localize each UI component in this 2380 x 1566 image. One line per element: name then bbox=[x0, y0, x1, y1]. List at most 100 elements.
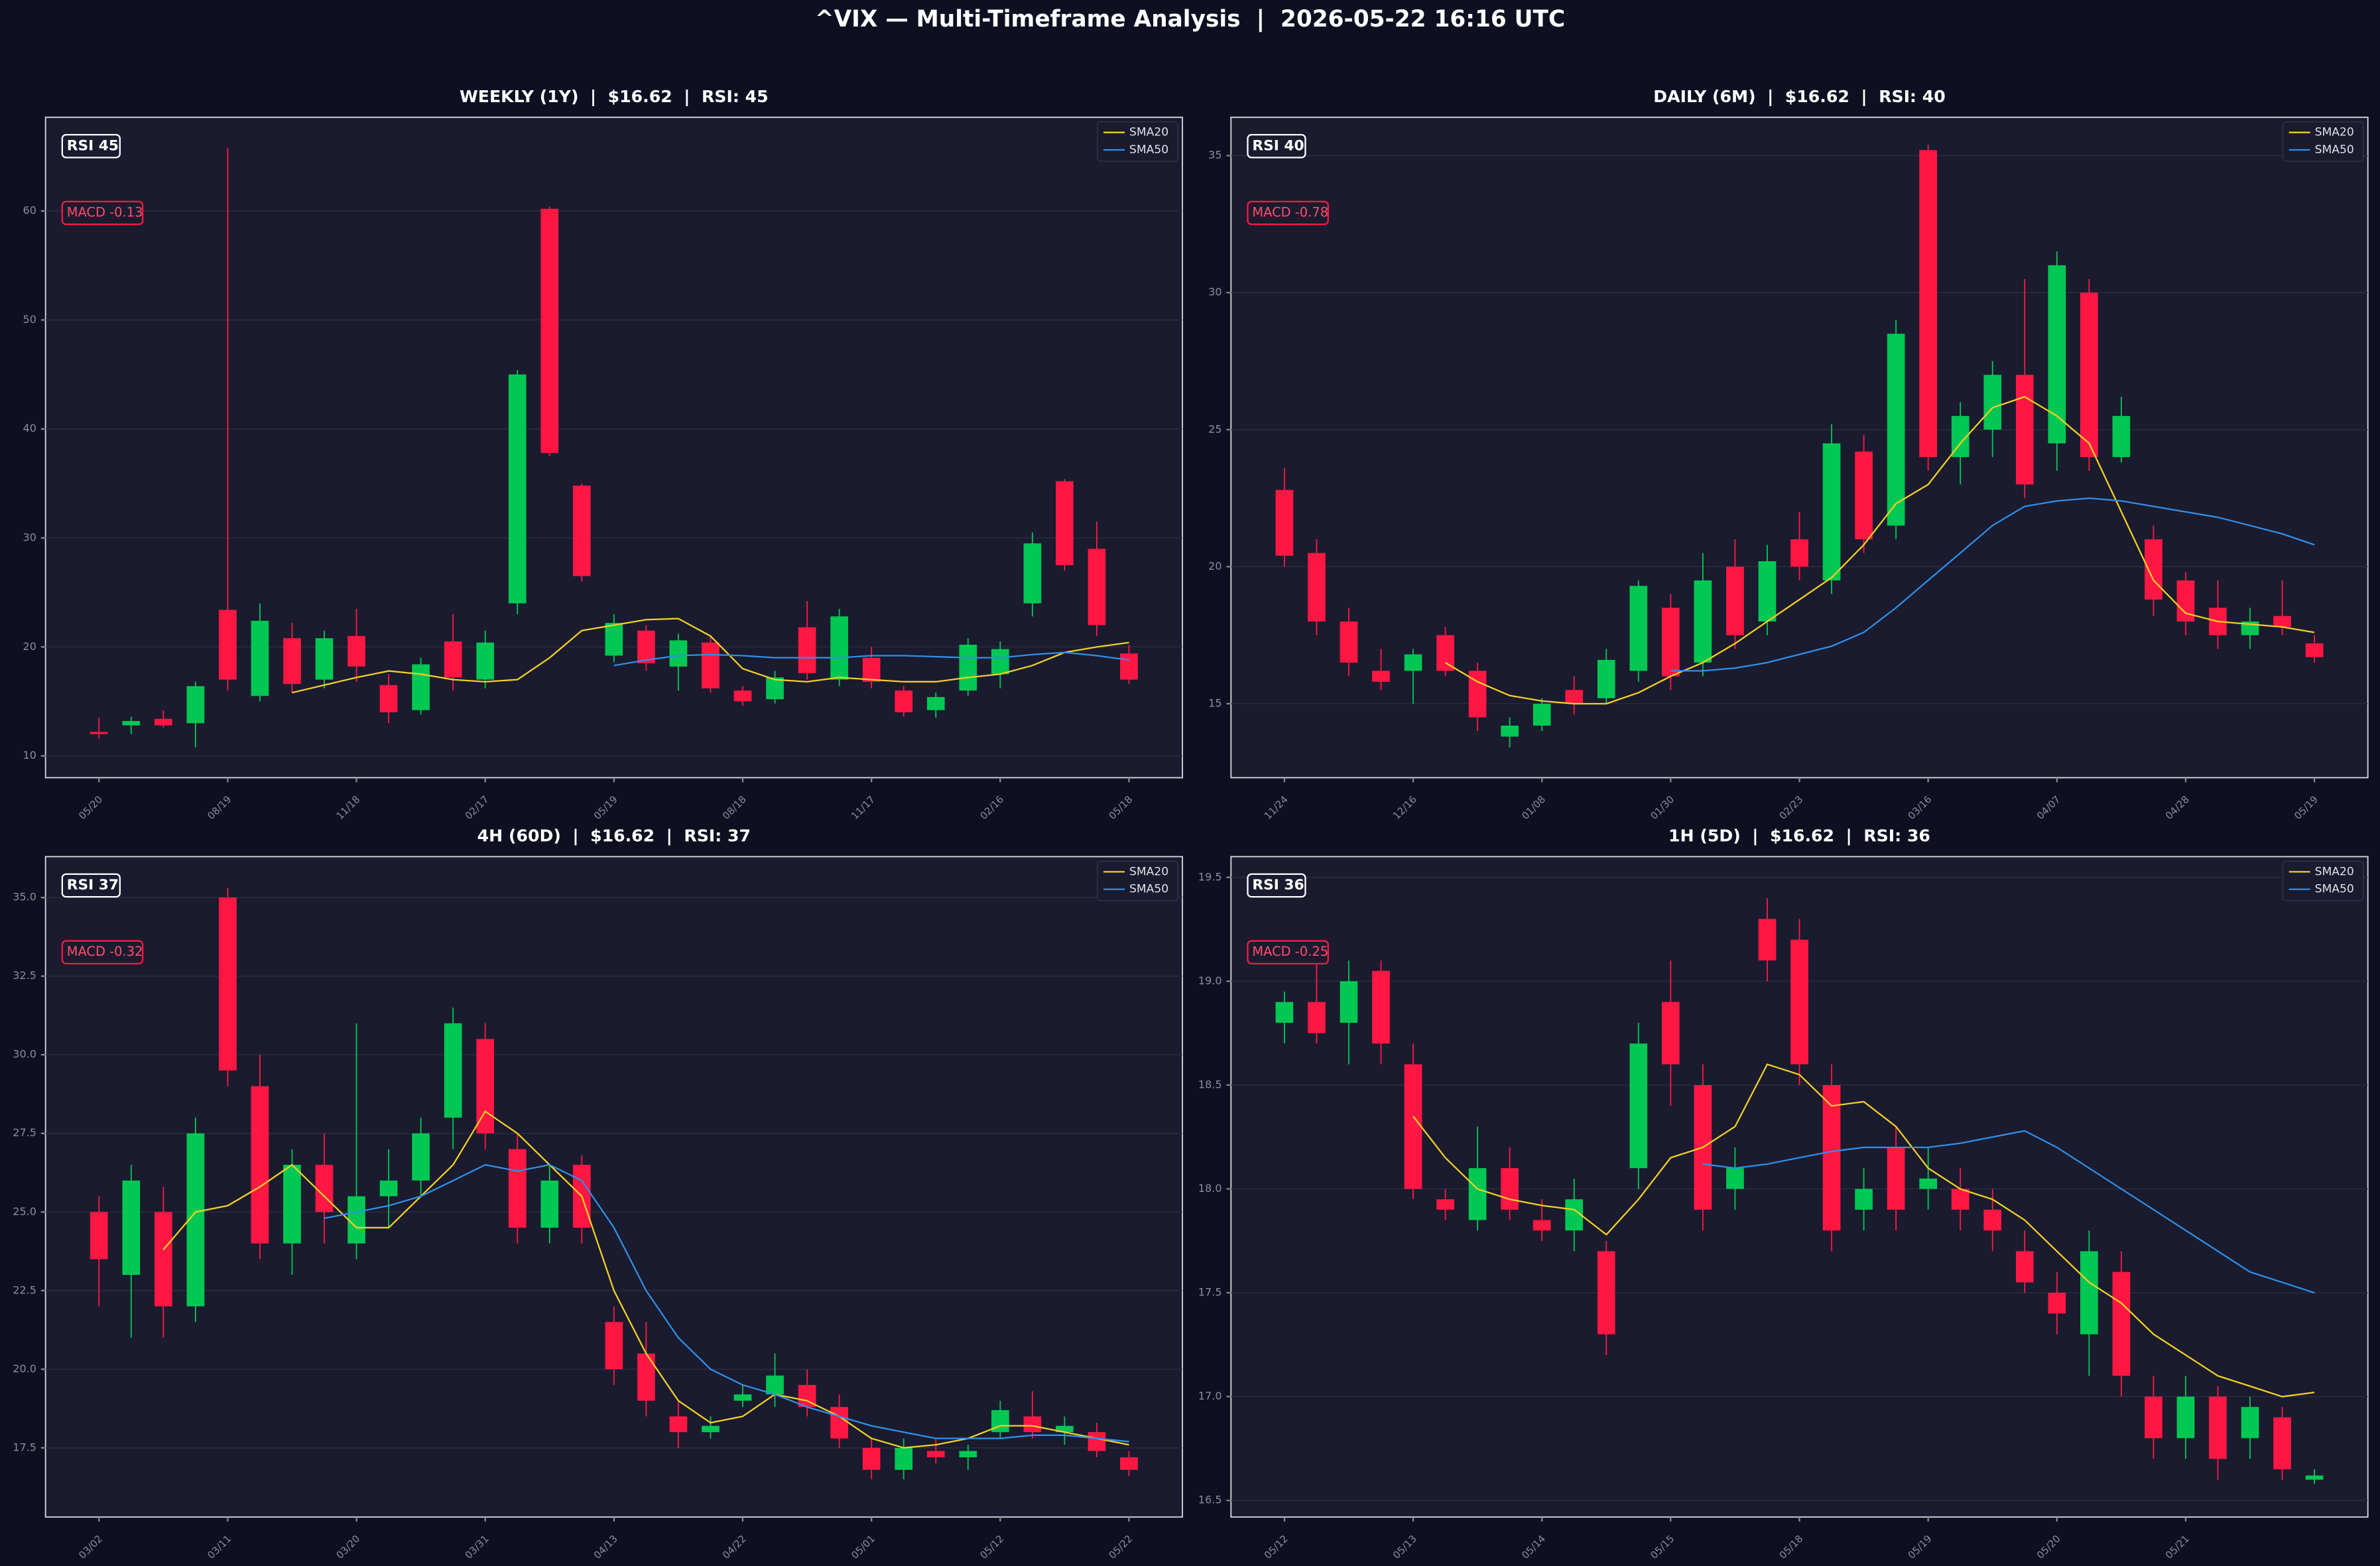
candle-body bbox=[1951, 1189, 1970, 1210]
indicator-label: MACD -0.25 bbox=[1252, 944, 1328, 959]
candle-body bbox=[766, 677, 784, 700]
y-tick-label: 10 bbox=[23, 749, 36, 761]
candle-body bbox=[508, 374, 527, 604]
candle-body bbox=[2273, 616, 2291, 627]
candle-body bbox=[283, 1165, 301, 1244]
y-tick-label: 30.0 bbox=[13, 1048, 36, 1061]
candle-body bbox=[1533, 703, 1551, 726]
candle-body bbox=[669, 1416, 688, 1433]
candle-body bbox=[219, 610, 237, 680]
candle-body bbox=[2209, 1396, 2227, 1459]
y-tick-label: 17.5 bbox=[13, 1441, 36, 1453]
candle-body bbox=[605, 623, 623, 656]
indicator-badge bbox=[61, 940, 144, 965]
candle-body bbox=[862, 1447, 881, 1470]
candle-body bbox=[1629, 1043, 1648, 1169]
y-tick-label: 19.5 bbox=[1198, 870, 1222, 883]
candle-body bbox=[2080, 1251, 2098, 1335]
candle-body bbox=[1887, 1147, 1905, 1210]
y-tick-label: 16.5 bbox=[1198, 1494, 1222, 1506]
panel-title: DAILY (6M) | $16.62 | RSI: 40 bbox=[1653, 87, 1946, 106]
sma-line bbox=[613, 651, 1129, 667]
y-tick-label: 22.5 bbox=[13, 1283, 36, 1296]
y-tick-label: 20.0 bbox=[13, 1362, 36, 1375]
candle-body bbox=[1404, 654, 1422, 671]
indicator-label: MACD -0.32 bbox=[67, 944, 143, 959]
panel-title: WEEKLY (1Y) | $16.62 | RSI: 45 bbox=[460, 87, 769, 106]
indicator-label: MACD -0.78 bbox=[1252, 205, 1328, 220]
candle-body bbox=[766, 1375, 784, 1395]
candle-body bbox=[830, 1407, 848, 1439]
candle-body bbox=[1056, 1425, 1074, 1433]
candle-body bbox=[1120, 1457, 1138, 1470]
candle-body bbox=[2305, 643, 2324, 657]
candle-body bbox=[1661, 608, 1680, 677]
candle-body bbox=[154, 718, 172, 726]
candle-body bbox=[1340, 621, 1358, 663]
candle-body bbox=[1694, 580, 1712, 663]
candle-body bbox=[1120, 653, 1138, 680]
candle-body bbox=[926, 1451, 945, 1458]
panel-title: 1H (5D) | $16.62 | RSI: 36 bbox=[1668, 826, 1930, 846]
y-tick-label: 35.0 bbox=[13, 891, 36, 903]
candle-body bbox=[251, 620, 269, 696]
candle-body bbox=[2112, 416, 2131, 458]
sma-line bbox=[292, 618, 1129, 694]
candle-body bbox=[251, 1086, 269, 1244]
candle-body bbox=[1565, 690, 1584, 704]
candle-body bbox=[283, 638, 301, 685]
candle-body bbox=[1275, 489, 1294, 556]
sma-line bbox=[1444, 395, 2315, 705]
y-tick-label: 20 bbox=[1208, 560, 1221, 572]
indicator-badge bbox=[61, 873, 121, 898]
sma-line bbox=[1412, 1063, 2315, 1398]
candle-body bbox=[991, 649, 1009, 675]
candle-body bbox=[2176, 1396, 2195, 1439]
candle-body bbox=[702, 642, 720, 688]
candle-body bbox=[1340, 981, 1358, 1023]
candle-body bbox=[1468, 1168, 1487, 1220]
candle-body bbox=[219, 897, 237, 1071]
candle-body bbox=[1919, 1178, 1937, 1189]
candle-body bbox=[830, 616, 848, 680]
candle-body bbox=[2015, 375, 2034, 485]
candle-body bbox=[1056, 481, 1074, 566]
candle-body bbox=[1919, 150, 1937, 458]
legend-label: SMA20 bbox=[2315, 126, 2354, 139]
legend-label: SMA20 bbox=[2315, 865, 2354, 878]
indicator-badge bbox=[1247, 200, 1329, 226]
plot-area bbox=[44, 116, 1183, 779]
candle-body bbox=[412, 1133, 430, 1181]
candle-body bbox=[926, 696, 945, 710]
candle-body bbox=[1855, 1189, 1873, 1210]
candle-body bbox=[2015, 1251, 2034, 1283]
candle-body bbox=[1983, 375, 2002, 430]
candle-body bbox=[637, 1353, 655, 1401]
indicator-badge bbox=[61, 133, 121, 159]
candle-body bbox=[1822, 1084, 1841, 1231]
y-tick-label: 18.0 bbox=[1198, 1182, 1222, 1195]
y-tick-label: 35 bbox=[1208, 149, 1221, 161]
indicator-label: RSI 36 bbox=[1252, 877, 1304, 893]
candle-body bbox=[1726, 1168, 1744, 1189]
candle-body bbox=[122, 721, 141, 726]
candle-body bbox=[959, 1451, 977, 1458]
legend-label: SMA20 bbox=[1129, 126, 1168, 139]
candle-body bbox=[90, 1212, 108, 1260]
y-tick-label: 19.0 bbox=[1198, 974, 1222, 987]
legend-label: SMA50 bbox=[2315, 143, 2354, 157]
candle-body bbox=[1726, 566, 1744, 635]
sma-line bbox=[324, 1163, 1129, 1443]
candle-body bbox=[1404, 1064, 1422, 1189]
indicator-badge bbox=[1247, 133, 1306, 159]
candle-body bbox=[540, 208, 559, 453]
candle-body bbox=[379, 1180, 398, 1197]
candle-body bbox=[1436, 635, 1454, 671]
candle-body bbox=[798, 627, 816, 673]
sma-line bbox=[1702, 1130, 2315, 1294]
candle-body bbox=[1372, 671, 1390, 682]
y-tick-label: 18.5 bbox=[1198, 1078, 1222, 1090]
candle-body bbox=[2305, 1475, 2324, 1480]
candle-body bbox=[895, 1447, 913, 1470]
